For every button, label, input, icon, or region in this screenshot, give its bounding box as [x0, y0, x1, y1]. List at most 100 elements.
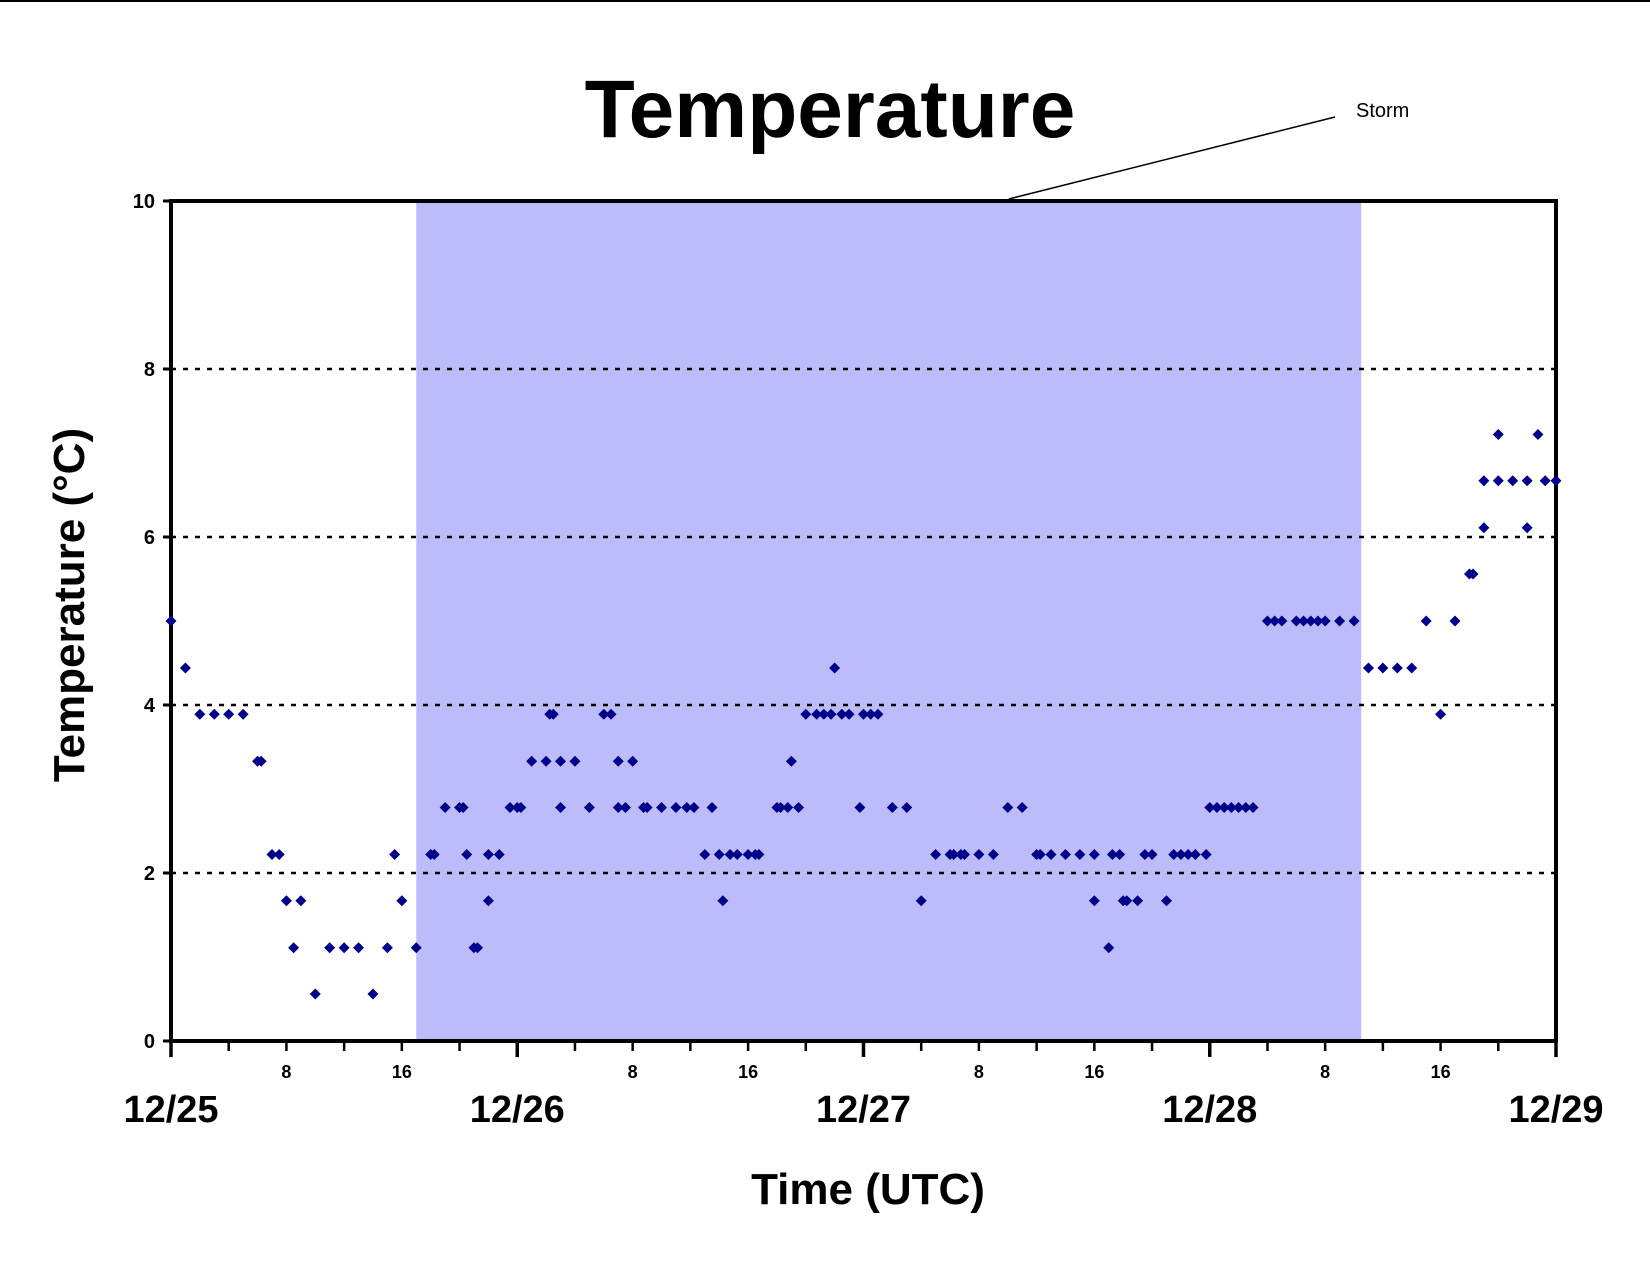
- data-point: [1391, 662, 1403, 674]
- data-point: [706, 801, 718, 813]
- data-point: [266, 849, 278, 861]
- data-point: [1106, 849, 1118, 861]
- y-axis-title: Temperature (°C): [45, 428, 94, 782]
- data-point: [1121, 895, 1133, 907]
- x-axis-title: Time (UTC): [751, 1165, 985, 1214]
- data-point: [1298, 615, 1310, 627]
- data-point: [1088, 849, 1100, 861]
- data-point: [886, 801, 898, 813]
- data-point: [367, 988, 379, 1000]
- x-date-label: 12/29: [1508, 1089, 1603, 1131]
- y-tick-label-4: 4: [144, 695, 156, 717]
- top-border: [0, 0, 1650, 2]
- data-point: [1334, 615, 1346, 627]
- y-tick-label-2: 2: [144, 863, 155, 885]
- plot-area: 0 2 4 6 8 10 8 16 8 16 8 16 8 16 12/25 12/26 12/27 12/28 1…: [123, 100, 1603, 1131]
- data-point: [800, 708, 812, 720]
- data-point: [612, 755, 624, 767]
- data-point: [930, 849, 942, 861]
- data-point: [1034, 849, 1046, 861]
- x-hour-label: 16: [1431, 1062, 1451, 1082]
- data-point: [854, 801, 866, 813]
- data-point: [598, 708, 610, 720]
- data-point: [973, 849, 985, 861]
- data-point: [782, 801, 794, 813]
- data-point: [237, 708, 249, 720]
- data-point: [1478, 475, 1490, 487]
- data-point: [958, 849, 970, 861]
- data-point: [793, 801, 805, 813]
- data-point: [583, 801, 595, 813]
- data-point: [555, 755, 567, 767]
- data-point: [1168, 849, 1180, 861]
- data-point: [1550, 475, 1562, 487]
- data-point: [1200, 849, 1212, 861]
- data-point: [612, 801, 624, 813]
- x-date-label: 12/26: [470, 1089, 565, 1131]
- data-point: [865, 708, 877, 720]
- data-point: [858, 708, 869, 720]
- data-point: [836, 708, 848, 720]
- data-point: [1420, 615, 1432, 627]
- data-point: [179, 662, 191, 674]
- data-point: [1478, 522, 1490, 534]
- data-point: [1467, 568, 1479, 580]
- data-point: [1160, 895, 1172, 907]
- data-point: [208, 708, 220, 720]
- data-point: [605, 708, 617, 720]
- data-point: [641, 801, 653, 813]
- y-tick-label-8: 8: [144, 359, 155, 381]
- data-point: [1305, 615, 1317, 627]
- data-point: [1539, 475, 1551, 487]
- data-point: [1002, 801, 1014, 813]
- data-point: [569, 755, 581, 767]
- data-point: [526, 755, 538, 767]
- data-point: [1406, 662, 1418, 674]
- data-point: [457, 801, 469, 813]
- data-point: [619, 801, 631, 813]
- data-point: [872, 708, 884, 720]
- data-point: [1521, 522, 1533, 534]
- data-point: [338, 942, 350, 954]
- data-point: [1146, 849, 1158, 861]
- data-point: [482, 895, 494, 907]
- data-point: [1139, 849, 1151, 861]
- data-point: [482, 849, 494, 861]
- data-point: [1362, 662, 1374, 674]
- data-point: [688, 801, 700, 813]
- data-point: [681, 801, 693, 813]
- data-point: [1218, 801, 1230, 813]
- data-point: [1276, 615, 1288, 627]
- data-point: [1377, 662, 1389, 674]
- data-point: [280, 895, 292, 907]
- data-point: [818, 708, 830, 720]
- data-point: [1045, 849, 1057, 861]
- data-point: [1233, 801, 1245, 813]
- data-point: [472, 942, 484, 954]
- data-point: [194, 708, 206, 720]
- data-point: [1269, 615, 1281, 627]
- data-point: [1175, 849, 1187, 861]
- data-point: [493, 849, 505, 861]
- data-point: [1074, 849, 1086, 861]
- data-point: [753, 849, 765, 861]
- data-point: [627, 755, 639, 767]
- data-point: [396, 895, 408, 907]
- data-point: [295, 895, 307, 907]
- data-point: [829, 662, 841, 674]
- x-date-label: 12/25: [123, 1089, 218, 1131]
- x-hour-label: 16: [1084, 1062, 1104, 1082]
- data-point: [1449, 615, 1461, 627]
- storm-shaded-region: [416, 201, 1362, 1041]
- data-point: [1247, 801, 1259, 813]
- data-point: [428, 849, 440, 861]
- x-hour-label: 8: [628, 1062, 638, 1082]
- data-point: [1182, 849, 1194, 861]
- data-point: [504, 801, 516, 813]
- data-point: [288, 942, 300, 954]
- data-point: [1204, 801, 1216, 813]
- x-hour-label: 16: [738, 1062, 758, 1082]
- data-point: [324, 942, 336, 954]
- data-point: [547, 708, 559, 720]
